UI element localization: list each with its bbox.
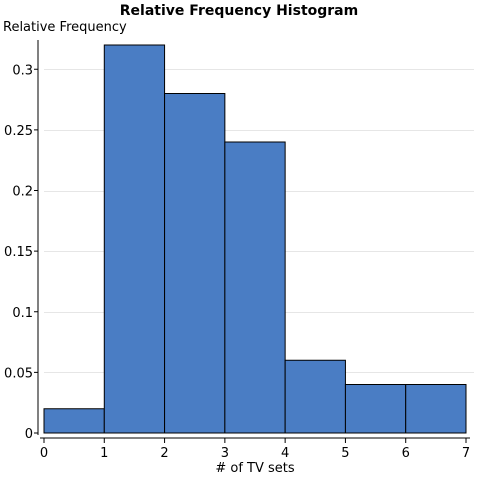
- y-tick-label: 0.25: [4, 124, 33, 139]
- chart-title: Relative Frequency Histogram: [120, 3, 358, 19]
- histogram-bar: [405, 384, 467, 434]
- y-tick-label: 0.3: [12, 63, 33, 78]
- y-tick-label: 0.05: [4, 366, 33, 381]
- y-tick-label: 0: [25, 427, 33, 442]
- x-axis-title: # of TV sets: [215, 461, 295, 476]
- x-tick-label: 0: [40, 446, 48, 461]
- y-tick-label: 0.1: [12, 306, 33, 321]
- y-tick-label: 0.15: [4, 245, 33, 260]
- x-tick-label: 1: [100, 446, 108, 461]
- x-tick-label: 2: [160, 446, 168, 461]
- histogram-bar: [224, 141, 286, 434]
- histogram-bar: [43, 408, 105, 434]
- x-tick-label: 7: [462, 446, 470, 461]
- histogram-bar: [344, 384, 407, 434]
- y-axis-ticks: 0 0.05 0.1 0.15 0.2 0.25 0.3: [4, 63, 38, 442]
- histogram-bar: [103, 44, 166, 434]
- x-tick-label: 3: [221, 446, 229, 461]
- axes: [37, 40, 470, 439]
- histogram-bar: [284, 359, 346, 434]
- x-tick-label: 5: [341, 446, 349, 461]
- histogram-bar: [164, 93, 226, 434]
- x-tick-label: 4: [281, 446, 289, 461]
- bars: [43, 44, 467, 434]
- x-axis-ticks: 0 1 2 3 4 5 6 7: [40, 438, 470, 461]
- y-axis-title: Relative Frequency: [3, 20, 127, 35]
- y-tick-label: 0.2: [12, 185, 33, 200]
- x-tick-label: 6: [402, 446, 410, 461]
